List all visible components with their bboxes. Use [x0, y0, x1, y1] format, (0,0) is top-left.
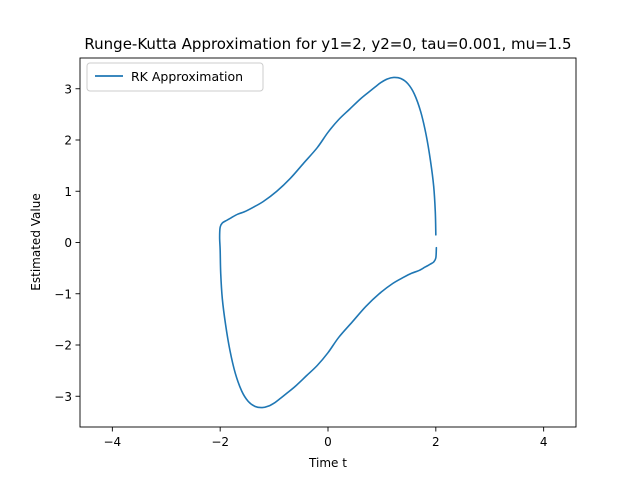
y-tick-label: −2 [54, 339, 72, 353]
y-tick-label: −1 [54, 287, 72, 301]
y-axis-label: Estimated Value [29, 193, 43, 290]
y-tick-label: 2 [64, 134, 72, 148]
y-tick-label: 3 [64, 82, 72, 96]
x-tick-label: 2 [432, 435, 440, 449]
y-tick-label: 1 [64, 185, 72, 199]
x-axis-ticks: −4 −2 0 2 4 [103, 427, 547, 449]
plot-lines [218, 76, 438, 409]
x-tick-label: −2 [211, 435, 229, 449]
x-axis-label: Time t [308, 456, 347, 470]
plot-area [80, 58, 576, 427]
x-tick-label: 4 [540, 435, 548, 449]
legend-label: RK Approximation [131, 69, 243, 84]
x-tick-label: 0 [324, 435, 332, 449]
x-tick-label: −4 [103, 435, 121, 449]
y-axis-ticks: −3 −2 −1 0 1 2 3 [54, 82, 80, 404]
legend: RK Approximation [86, 62, 264, 92]
y-tick-label: 0 [64, 236, 72, 250]
legend-box [86, 62, 264, 92]
chart-title: Runge-Kutta Approximation for y1=2, y2=0… [84, 35, 571, 53]
series-line-rk-approximation [218, 76, 438, 409]
y-tick-label: −3 [54, 390, 72, 404]
